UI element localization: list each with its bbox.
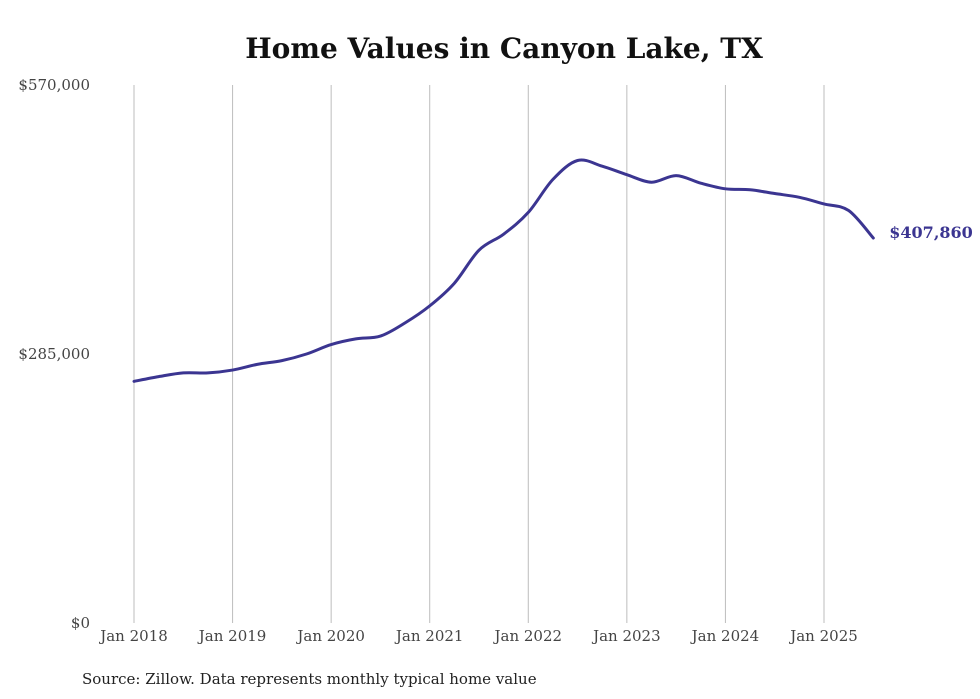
data-point-2 (182, 371, 185, 374)
y-axis-ticks: $0 $285,000 $570,000 (18, 76, 90, 632)
data-point-21 (650, 181, 653, 184)
data-point-0 (133, 380, 136, 383)
data-point-20 (625, 173, 628, 176)
x-tick-label-2: Jan 2020 (295, 627, 365, 645)
data-point-29 (847, 209, 850, 212)
chart-title: Home Values in Canyon Lake, TX (245, 32, 763, 65)
series-line-0 (132, 158, 875, 383)
data-point-23 (699, 182, 702, 185)
data-point-17 (551, 178, 554, 181)
x-tick-label-1: Jan 2019 (197, 627, 267, 645)
y-tick-label-0: $0 (71, 614, 90, 632)
series-layer: $407,860 (132, 158, 973, 383)
data-point-30 (872, 237, 875, 240)
x-tick-label-4: Jan 2022 (493, 627, 563, 645)
x-axis-ticks: Jan 2018 Jan 2019 Jan 2020 Jan 2021 Jan 2022… (98, 627, 858, 645)
source-note: Source: Zillow. Data represents monthly … (82, 670, 537, 688)
data-point-15 (502, 233, 505, 236)
x-tick-label-6: Jan 2024 (690, 627, 760, 645)
data-point-10 (379, 335, 382, 338)
x-tick-label-3: Jan 2021 (394, 627, 464, 645)
data-point-13 (453, 282, 456, 285)
data-point-22 (675, 174, 678, 177)
y-tick-label-1: $285,000 (18, 345, 90, 363)
data-point-12 (428, 304, 431, 307)
data-point-6 (280, 359, 283, 362)
x-tick-label-5: Jan 2023 (591, 627, 661, 645)
data-point-24 (724, 187, 727, 190)
data-point-25 (749, 188, 752, 191)
data-point-18 (576, 159, 579, 162)
data-point-14 (478, 249, 481, 252)
y-tick-label-2: $570,000 (18, 76, 90, 94)
x-tick-label-7: Jan 2025 (788, 627, 858, 645)
data-point-8 (330, 343, 333, 346)
data-point-27 (798, 196, 801, 199)
data-point-11 (404, 321, 407, 324)
data-point-19 (601, 165, 604, 168)
data-point-3 (206, 371, 209, 374)
x-tick-label-0: Jan 2018 (98, 627, 168, 645)
data-point-28 (823, 202, 826, 205)
data-point-1 (157, 375, 160, 378)
end-value-label: $407,860 (889, 223, 973, 242)
data-point-26 (773, 192, 776, 195)
data-point-5 (256, 363, 259, 366)
data-point-9 (354, 337, 357, 340)
data-point-16 (527, 211, 530, 214)
data-point-7 (305, 353, 308, 356)
gridlines (133, 85, 825, 623)
data-point-4 (231, 369, 234, 372)
